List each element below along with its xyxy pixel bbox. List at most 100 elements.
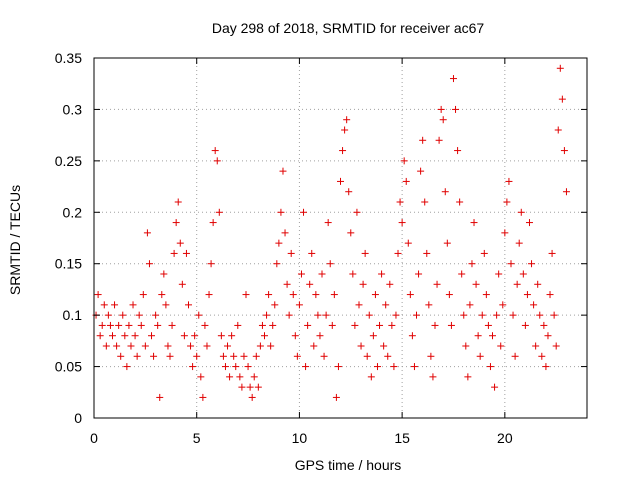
data-point <box>398 219 406 227</box>
data-point <box>466 301 474 309</box>
data-point <box>102 342 110 350</box>
data-point <box>386 280 394 288</box>
data-point <box>437 105 445 113</box>
data-point <box>156 393 164 401</box>
data-point <box>184 301 192 309</box>
data-point <box>513 280 521 288</box>
data-point <box>447 321 455 329</box>
data-point <box>168 321 176 329</box>
data-point <box>525 219 533 227</box>
data-point <box>289 291 297 299</box>
data-point <box>462 342 470 350</box>
data-point <box>538 352 546 360</box>
data-point <box>283 280 291 288</box>
data-point <box>415 270 423 278</box>
data-point <box>215 208 223 216</box>
data-point <box>213 157 221 165</box>
data-point <box>373 363 381 371</box>
data-point <box>131 332 139 340</box>
data-point <box>104 311 112 319</box>
data-point <box>281 229 289 237</box>
data-point <box>174 198 182 206</box>
data-point <box>230 352 238 360</box>
data-point <box>413 311 421 319</box>
data-point <box>484 321 492 329</box>
data-point <box>250 373 258 381</box>
data-point <box>308 249 316 257</box>
data-point <box>456 198 464 206</box>
data-point <box>433 280 441 288</box>
y-tick-label: 0.05 <box>55 359 82 375</box>
data-point <box>530 301 538 309</box>
data-point <box>148 332 156 340</box>
data-point <box>182 249 190 257</box>
data-point <box>238 383 246 391</box>
data-point <box>423 249 431 257</box>
data-point <box>254 383 262 391</box>
y-tick-label: 0.1 <box>63 307 83 323</box>
chart-title: Day 298 of 2018, SRMTID for receiver ac6… <box>212 20 485 36</box>
data-point <box>425 301 433 309</box>
data-point <box>318 270 326 278</box>
data-point <box>355 301 363 309</box>
data-point <box>392 311 400 319</box>
data-point <box>106 321 114 329</box>
data-point <box>493 311 501 319</box>
data-point <box>334 363 342 371</box>
data-point <box>170 249 178 257</box>
data-point <box>162 301 170 309</box>
data-point <box>269 321 277 329</box>
data-point <box>400 157 408 165</box>
data-point <box>341 126 349 134</box>
data-points <box>92 64 570 401</box>
data-point <box>441 188 449 196</box>
data-point <box>562 188 570 196</box>
x-axis-label: GPS time / hours <box>295 457 402 473</box>
data-point <box>293 352 301 360</box>
data-point <box>176 239 184 247</box>
y-tick-label: 0 <box>74 410 82 426</box>
data-point <box>119 311 127 319</box>
data-point <box>164 342 172 350</box>
data-point <box>486 363 494 371</box>
data-point <box>100 301 108 309</box>
data-point <box>326 260 334 268</box>
data-point <box>501 229 509 237</box>
data-point <box>388 321 396 329</box>
data-point <box>221 363 229 371</box>
data-point <box>256 342 264 350</box>
data-point <box>178 280 186 288</box>
data-point <box>260 332 268 340</box>
data-point <box>382 301 390 309</box>
data-point <box>540 321 548 329</box>
data-point <box>367 373 375 381</box>
data-point <box>361 249 369 257</box>
y-tick-label: 0.15 <box>55 256 82 272</box>
data-point <box>314 311 322 319</box>
data-point <box>378 270 386 278</box>
data-point <box>515 239 523 247</box>
data-point <box>141 342 149 350</box>
data-point <box>429 373 437 381</box>
data-point <box>232 363 240 371</box>
y-tick-label: 0.25 <box>55 153 82 169</box>
plot-frame <box>93 57 588 419</box>
data-point <box>248 393 256 401</box>
data-point <box>189 363 197 371</box>
data-point <box>517 208 525 216</box>
data-point <box>347 229 355 237</box>
data-point <box>476 352 484 360</box>
data-point <box>191 332 199 340</box>
data-point <box>330 291 338 299</box>
data-point <box>359 280 367 288</box>
data-point <box>365 311 373 319</box>
x-tick-labels: 0 5 10 15 20 <box>90 430 513 446</box>
data-point <box>470 219 478 227</box>
data-point <box>111 301 119 309</box>
data-point <box>234 321 242 329</box>
data-point <box>452 105 460 113</box>
data-point <box>285 311 293 319</box>
grid-lines <box>94 58 587 418</box>
data-point <box>295 301 303 309</box>
